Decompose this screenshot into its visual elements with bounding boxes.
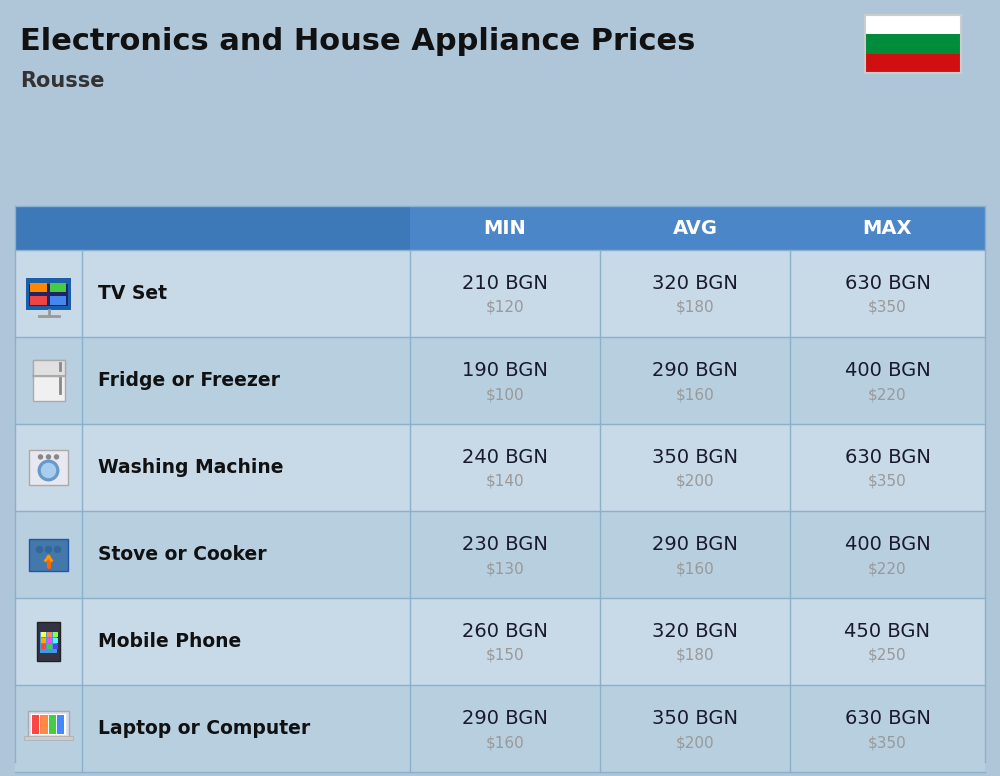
Text: Electronics and House Appliance Prices: Electronics and House Appliance Prices — [20, 26, 695, 56]
Circle shape — [54, 455, 58, 459]
Bar — [47, 632, 52, 637]
Text: 400 BGN: 400 BGN — [845, 361, 930, 380]
Bar — [24, 736, 73, 740]
Text: $250: $250 — [868, 648, 907, 663]
Circle shape — [38, 455, 42, 459]
Text: 320 BGN: 320 BGN — [652, 622, 738, 641]
Bar — [40, 632, 57, 653]
Bar — [47, 644, 52, 649]
Bar — [41, 632, 46, 637]
Text: $160: $160 — [676, 387, 714, 402]
Bar — [29, 450, 68, 485]
Text: AVG: AVG — [672, 219, 718, 237]
Bar — [53, 644, 58, 649]
Bar — [15, 250, 985, 337]
Text: $160: $160 — [486, 735, 524, 750]
Text: $160: $160 — [676, 561, 714, 576]
Bar — [29, 283, 68, 306]
Text: $180: $180 — [676, 648, 714, 663]
Text: 450 BGN: 450 BGN — [844, 622, 930, 641]
Text: $120: $120 — [486, 300, 524, 315]
Bar — [37, 622, 60, 660]
Bar — [31, 714, 66, 735]
Bar — [15, 206, 410, 250]
Text: Fridge or Freezer: Fridge or Freezer — [98, 371, 280, 390]
Bar — [15, 598, 985, 685]
Bar — [50, 296, 66, 304]
Circle shape — [36, 546, 42, 553]
Text: 630 BGN: 630 BGN — [845, 709, 930, 728]
Text: $180: $180 — [676, 300, 714, 315]
Text: MAX: MAX — [863, 219, 912, 237]
Text: 350 BGN: 350 BGN — [652, 709, 738, 728]
Text: 240 BGN: 240 BGN — [462, 448, 548, 467]
Text: $140: $140 — [486, 474, 524, 489]
Text: 350 BGN: 350 BGN — [652, 448, 738, 467]
Bar — [865, 15, 961, 73]
Text: $150: $150 — [486, 648, 524, 663]
Bar — [30, 296, 46, 304]
Text: 400 BGN: 400 BGN — [845, 535, 930, 554]
Bar — [15, 511, 985, 598]
Text: $350: $350 — [868, 474, 907, 489]
Circle shape — [41, 463, 56, 477]
Circle shape — [46, 455, 50, 459]
Bar — [15, 685, 985, 772]
Text: Washing Machine: Washing Machine — [98, 458, 284, 477]
Circle shape — [46, 546, 52, 553]
Text: 190 BGN: 190 BGN — [462, 361, 548, 380]
Bar — [47, 638, 52, 643]
Text: MIN: MIN — [484, 219, 526, 237]
Text: $200: $200 — [676, 735, 714, 750]
Text: Rousse: Rousse — [20, 71, 104, 91]
Bar — [30, 282, 46, 292]
Bar — [40, 715, 48, 734]
Text: 290 BGN: 290 BGN — [462, 709, 548, 728]
Text: $100: $100 — [486, 387, 524, 402]
Bar — [26, 278, 71, 310]
Bar — [15, 337, 985, 424]
Bar — [32, 360, 64, 401]
Text: 210 BGN: 210 BGN — [462, 274, 548, 293]
Text: $220: $220 — [868, 387, 907, 402]
Text: 290 BGN: 290 BGN — [652, 535, 738, 554]
Bar — [41, 638, 46, 643]
Bar — [865, 34, 961, 54]
Text: 260 BGN: 260 BGN — [462, 622, 548, 641]
Bar — [15, 424, 985, 511]
Text: $220: $220 — [868, 561, 907, 576]
Text: 630 BGN: 630 BGN — [845, 274, 930, 293]
Text: TV Set: TV Set — [98, 284, 167, 303]
Text: $350: $350 — [868, 735, 907, 750]
Bar — [48, 715, 56, 734]
Bar — [865, 54, 961, 73]
Text: $200: $200 — [676, 474, 714, 489]
Text: Mobile Phone: Mobile Phone — [98, 632, 241, 651]
Bar — [53, 638, 58, 643]
Circle shape — [54, 546, 60, 553]
Text: 320 BGN: 320 BGN — [652, 274, 738, 293]
Bar — [32, 715, 39, 734]
Bar — [28, 711, 69, 738]
Text: Stove or Cooker: Stove or Cooker — [98, 545, 267, 564]
Bar — [32, 360, 64, 376]
Text: 290 BGN: 290 BGN — [652, 361, 738, 380]
Bar — [41, 644, 46, 649]
Text: 630 BGN: 630 BGN — [845, 448, 930, 467]
Text: $130: $130 — [486, 561, 524, 576]
Bar — [29, 539, 68, 570]
Circle shape — [38, 460, 59, 481]
Text: 230 BGN: 230 BGN — [462, 535, 548, 554]
Text: $350: $350 — [868, 300, 907, 315]
Bar — [57, 715, 64, 734]
Bar — [53, 632, 58, 637]
Bar — [50, 282, 66, 292]
Bar — [15, 206, 985, 250]
Text: Laptop or Computer: Laptop or Computer — [98, 719, 310, 738]
Bar — [865, 15, 961, 34]
